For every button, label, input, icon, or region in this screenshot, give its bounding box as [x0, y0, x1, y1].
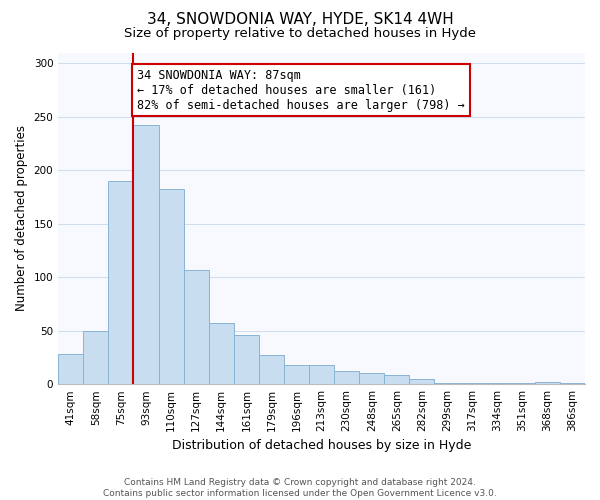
Bar [158, 190, 184, 384]
Text: Size of property relative to detached houses in Hyde: Size of property relative to detached ho… [124, 28, 476, 40]
Bar [460, 383, 485, 384]
Bar [284, 365, 309, 384]
Bar [359, 374, 385, 384]
Y-axis label: Number of detached properties: Number of detached properties [15, 126, 28, 312]
Bar [109, 181, 133, 384]
Bar [259, 356, 284, 384]
Bar [83, 330, 109, 384]
Bar [58, 354, 83, 384]
Bar [309, 365, 334, 384]
Bar [334, 372, 359, 384]
Text: 34 SNOWDONIA WAY: 87sqm
← 17% of detached houses are smaller (161)
82% of semi-d: 34 SNOWDONIA WAY: 87sqm ← 17% of detache… [137, 68, 465, 112]
Bar [485, 383, 510, 384]
X-axis label: Distribution of detached houses by size in Hyde: Distribution of detached houses by size … [172, 440, 471, 452]
Bar [535, 382, 560, 384]
Bar [234, 335, 259, 384]
Text: 34, SNOWDONIA WAY, HYDE, SK14 4WH: 34, SNOWDONIA WAY, HYDE, SK14 4WH [146, 12, 454, 28]
Bar [409, 379, 434, 384]
Bar [560, 383, 585, 384]
Bar [385, 374, 409, 384]
Bar [434, 383, 460, 384]
Bar [133, 126, 158, 384]
Bar [209, 323, 234, 384]
Bar [184, 270, 209, 384]
Text: Contains HM Land Registry data © Crown copyright and database right 2024.
Contai: Contains HM Land Registry data © Crown c… [103, 478, 497, 498]
Bar [510, 383, 535, 384]
